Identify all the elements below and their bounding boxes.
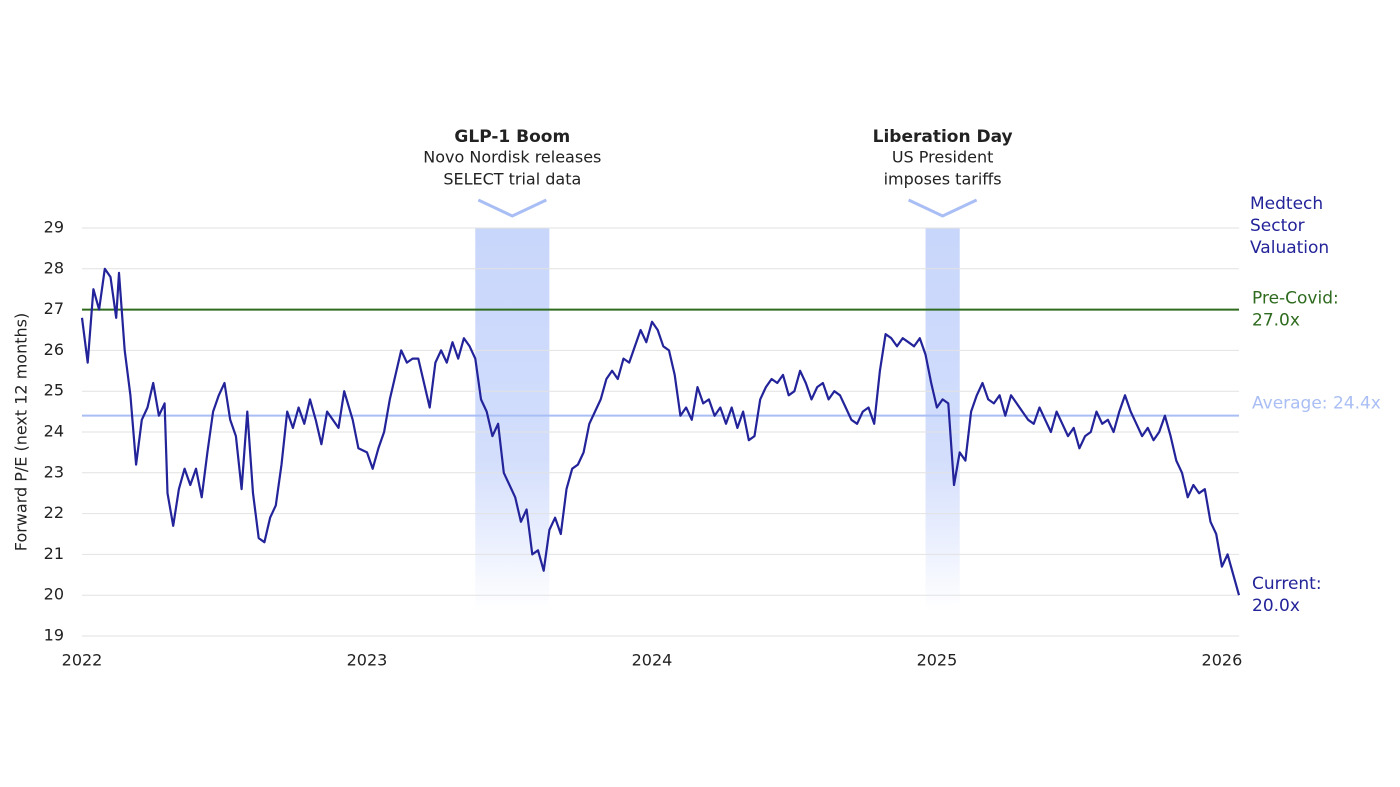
series-label-box: Medtech Sector Valuation: [1250, 194, 1330, 258]
annotation-chevron: [907, 198, 978, 218]
x-tick-label: 2026: [1202, 651, 1243, 670]
reference-name: Pre-Covid:: [1252, 289, 1339, 309]
annotation-text: SELECT trial data: [443, 170, 581, 189]
y-tick-label: 24: [44, 422, 64, 441]
y-tick-label: 21: [44, 544, 64, 563]
annotation-text: US President: [892, 148, 994, 167]
x-tick-label: 2022: [62, 651, 103, 670]
end-value-label: 20.0x: [1252, 596, 1300, 616]
reference-name: Average: 24.4x: [1252, 394, 1381, 414]
y-tick-label: 26: [44, 340, 64, 359]
annotation-title: Liberation Day: [873, 127, 1013, 147]
x-tick-label: 2025: [917, 651, 958, 670]
highlight-band: [925, 228, 960, 612]
y-tick-label: 19: [44, 626, 64, 645]
annotation-chevron: [477, 198, 547, 218]
annotation-text: Novo Nordisk releases: [423, 148, 601, 167]
y-tick-label: 28: [44, 258, 64, 277]
annotation-text: imposes tariffs: [884, 170, 1002, 189]
y-tick-label: 29: [44, 218, 64, 237]
annotation-title: GLP-1 Boom: [454, 127, 570, 147]
y-tick-label: 27: [44, 299, 64, 318]
x-tick-label: 2023: [347, 651, 388, 670]
y-tick-label: 23: [44, 462, 64, 481]
y-axis-label: Forward P/E (next 12 months): [12, 313, 31, 551]
reference-value-label: 27.0x: [1252, 311, 1300, 331]
end-label: Current:: [1252, 574, 1322, 594]
x-tick-label: 2024: [632, 651, 673, 670]
y-tick-label: 20: [44, 585, 64, 604]
series-name: Medtech Sector Valuation: [1250, 194, 1330, 258]
series-line: [80, 267, 1241, 596]
y-tick-label: 25: [44, 381, 64, 400]
y-tick-label: 22: [44, 503, 64, 522]
